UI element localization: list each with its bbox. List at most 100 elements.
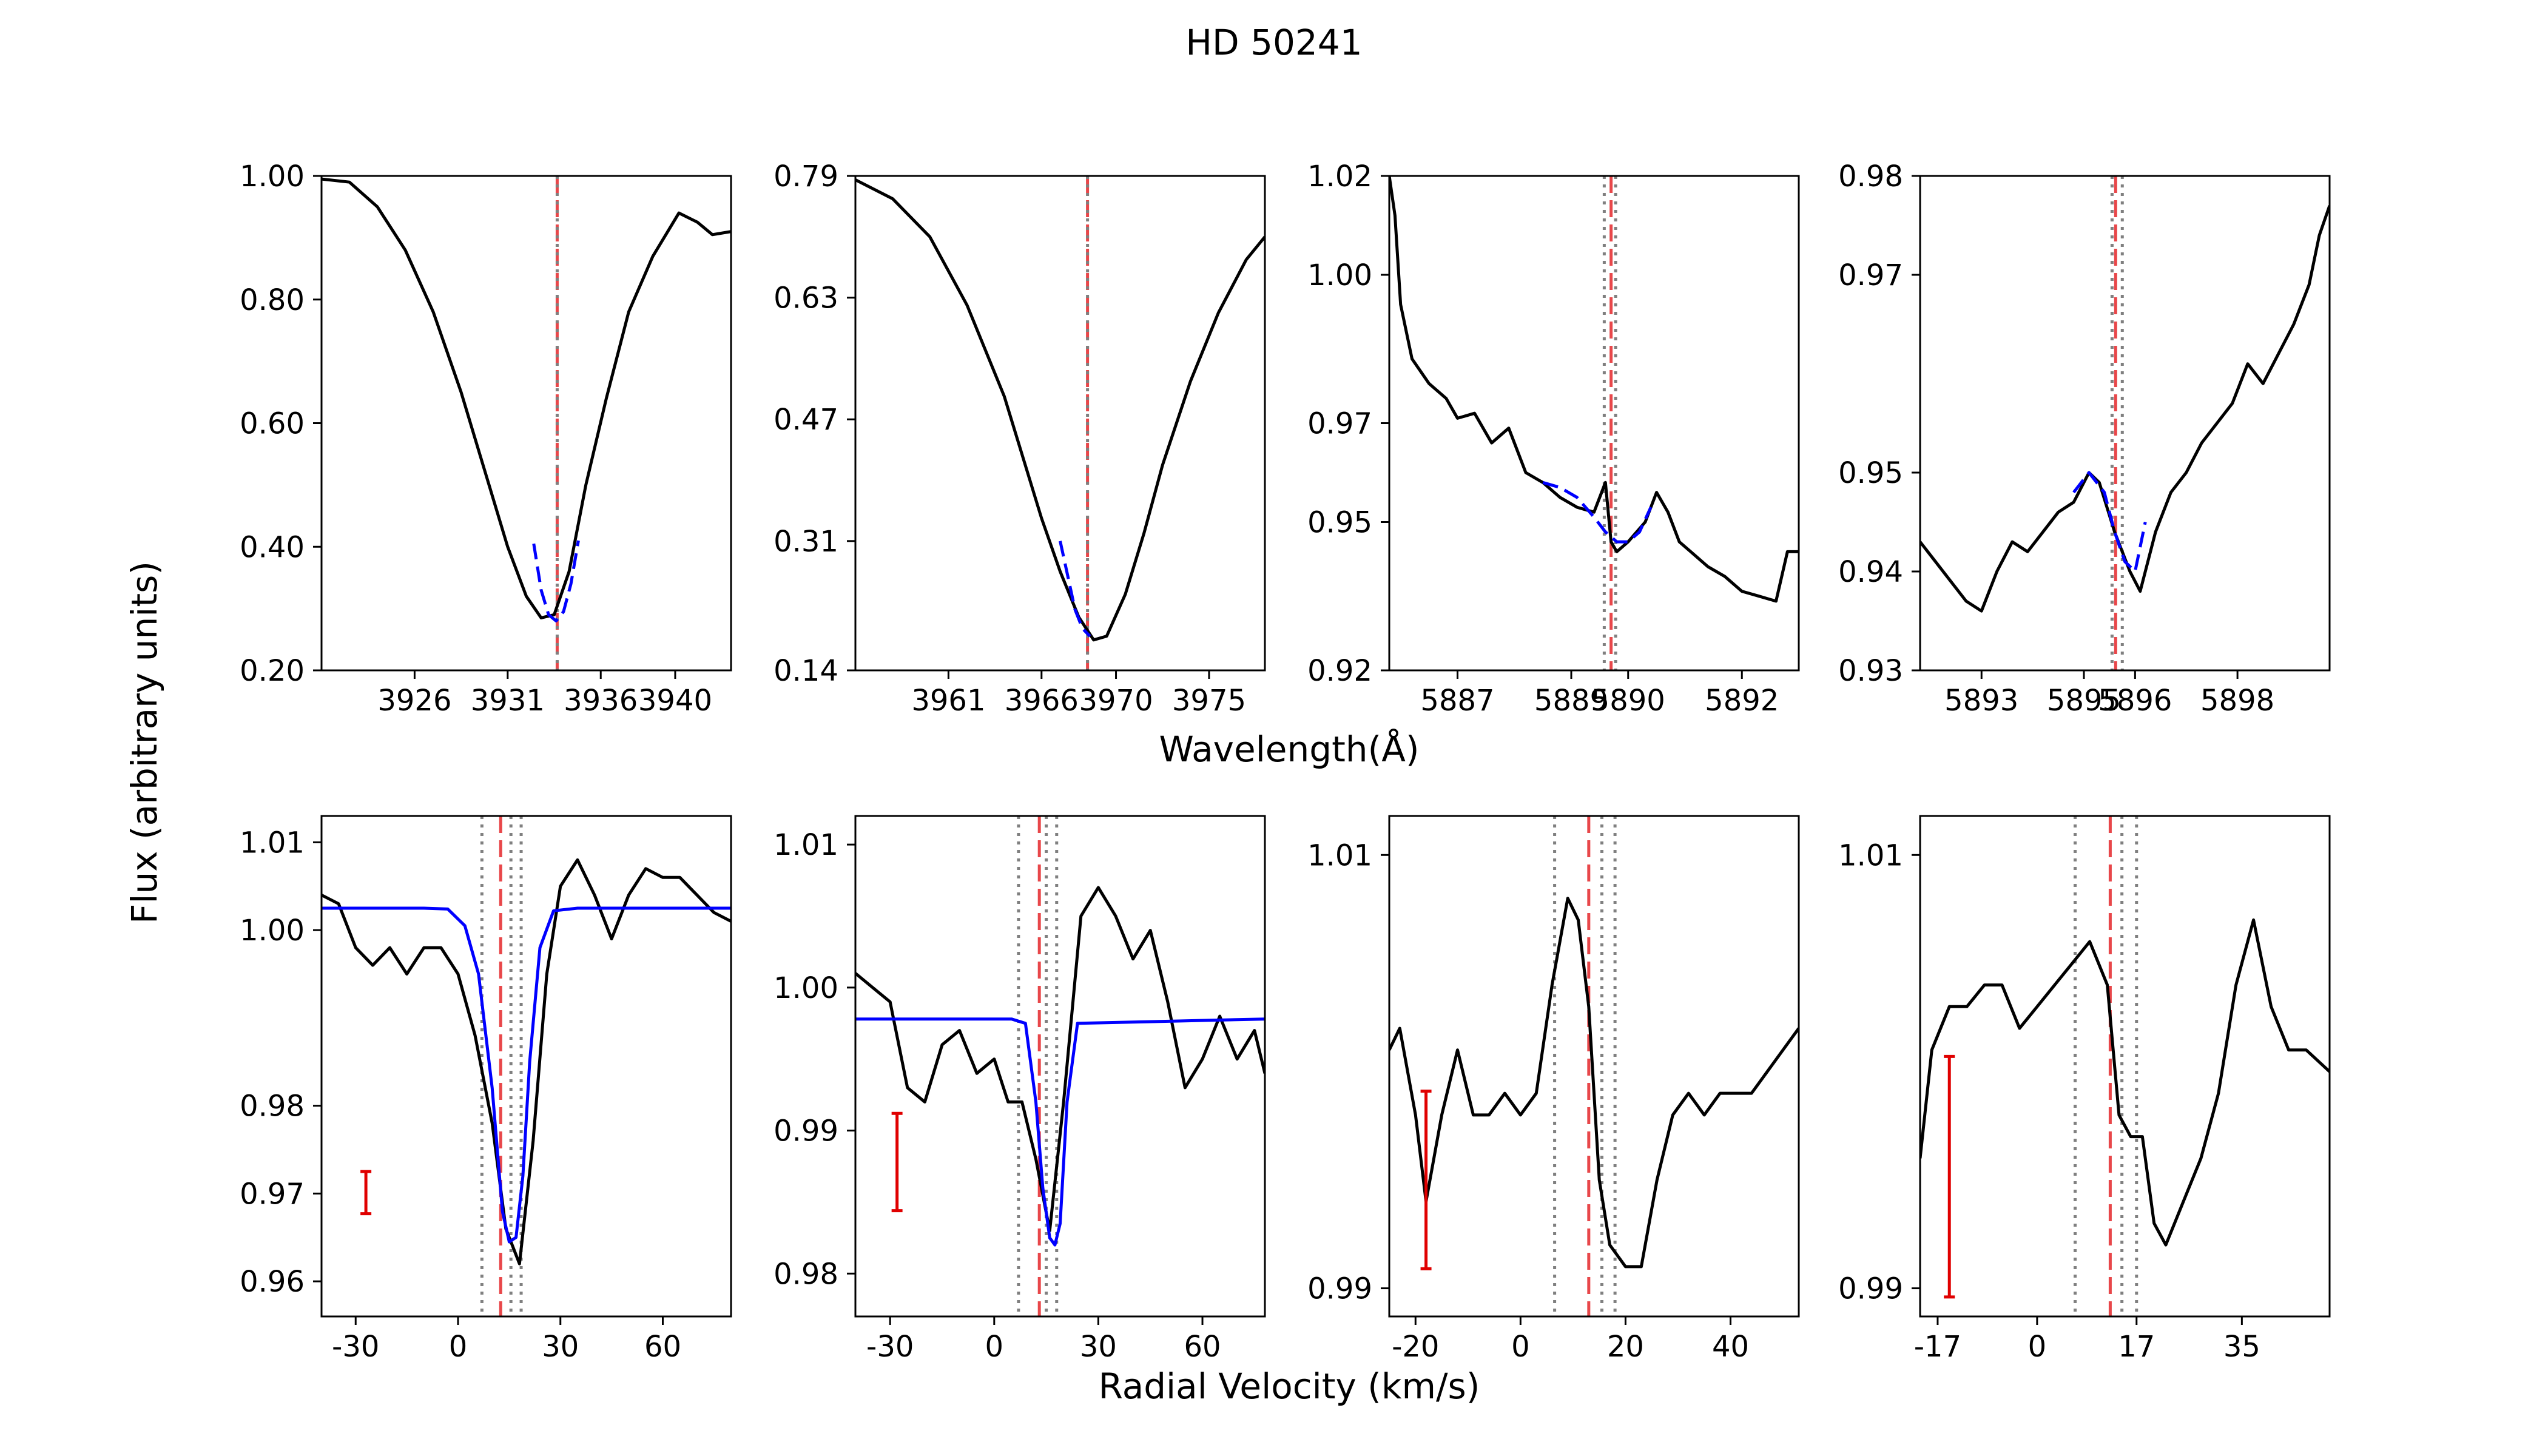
- panel-8: -17 0 17 35 0.99 1.01: [1838, 815, 2331, 1364]
- panel-1-xtick-label-2: 3931: [471, 684, 545, 718]
- panel-2-xtick-label-3: 3970: [1079, 684, 1153, 718]
- panel-3-ytick-label-4: 1.00: [1307, 258, 1372, 292]
- panel-8-frame: [1919, 815, 2331, 1318]
- panel-3-xtick-label-1: 5887: [1420, 684, 1494, 718]
- panel-4-series-spectrum: [1920, 205, 2330, 613]
- panel-6-xtick-label-4: 60: [1184, 1330, 1221, 1364]
- panel-4-xtick-label-4: 5898: [2200, 684, 2274, 718]
- panel-5-ytick-label-1: 0.96: [240, 1265, 305, 1299]
- panel-2-xtick-label-1: 3961: [911, 684, 985, 718]
- panel-5: -30 0 30 60 0.96 0.97 0.98 1.00 1.01: [240, 815, 732, 1364]
- panel-5-xtick-label-1: -30: [332, 1330, 379, 1364]
- panel-7-plot-area: [1389, 816, 1799, 1316]
- panel-5-xtick-label-2: 0: [449, 1330, 468, 1364]
- panel-2-frame: [854, 175, 1266, 672]
- panel-5-series-fit: [322, 906, 731, 1244]
- panel-4-ytick-label-4: 0.97: [1838, 258, 1903, 292]
- panel-1-series-fit: [532, 540, 580, 622]
- panel-5-plot-area: [322, 816, 731, 1316]
- panel-2: 3961 3966 3970 3975 0.14 0.31 0.47 0.63 0.79: [774, 160, 1266, 718]
- panel-2-ytick-label-1: 0.14: [774, 654, 838, 688]
- panel-5-series-spectrum: [322, 858, 731, 1266]
- panel-3-series-fit: [1542, 480, 1653, 544]
- panel-6-series-fit: [855, 1017, 1265, 1247]
- panel-4-series-fit: [2072, 471, 2147, 573]
- panel-6-series-spectrum: [855, 886, 1265, 1233]
- panel-2-ytick-label-5: 0.79: [774, 160, 838, 194]
- panel-7-frame: [1388, 815, 1800, 1318]
- panel-6-xtick-label-1: -30: [866, 1330, 914, 1364]
- panel-7: -20 0 20 40 0.99 1.01: [1307, 815, 1800, 1364]
- panel-1-xtick-label-3: 3936: [564, 684, 638, 718]
- panel-7-ytick-label-1: 0.99: [1307, 1272, 1372, 1306]
- panel-2-xtick-label-4: 3975: [1172, 684, 1246, 718]
- y-axis-label: Flux (arbitrary units): [124, 561, 165, 924]
- panel-3-xtick-label-2: 5889: [1534, 684, 1608, 718]
- panel-7-xtick-label-3: 20: [1607, 1330, 1644, 1364]
- panel-2-ytick-label-2: 0.31: [774, 525, 838, 559]
- panel-6-ytick-label-1: 0.98: [774, 1257, 838, 1291]
- panel-6-ytick-label-2: 0.99: [774, 1114, 838, 1148]
- panel-5-frame: [320, 815, 732, 1318]
- panel-7-ytick-label-2: 1.01: [1307, 838, 1372, 872]
- panel-8-xtick-label-1: -17: [1914, 1330, 1961, 1364]
- panel-8-xtick-label-3: 17: [2118, 1330, 2155, 1364]
- panel-3-xtick-label-3: 5890: [1591, 684, 1665, 718]
- panel-4-frame: [1919, 175, 2331, 672]
- panel-3-plot-area: [1389, 176, 1799, 670]
- panel-1-ytick-label-1: 0.20: [240, 654, 305, 688]
- panel-1-ytick-label-4: 0.80: [240, 283, 305, 317]
- panel-7-errorbar: [1420, 1090, 1432, 1270]
- panel-4-xtick-label-3: 5896: [2098, 684, 2172, 718]
- panel-7-xtick-label-1: -20: [1392, 1330, 1439, 1364]
- panel-8-errorbar: [1944, 1054, 1955, 1299]
- panel-1-series-spectrum: [322, 177, 731, 619]
- panel-6-errorbar: [891, 1111, 903, 1213]
- panel-5-ytick-label-5: 1.01: [240, 826, 305, 860]
- panel-8-plot-area: [1920, 816, 2330, 1316]
- panel-3-series-spectrum: [1389, 176, 1799, 603]
- panel-8-ytick-label-2: 1.01: [1838, 838, 1903, 872]
- panel-1-ytick-label-3: 0.60: [240, 407, 305, 441]
- panel-3-ytick-label-3: 0.97: [1307, 407, 1372, 441]
- panel-1-ytick-label-2: 0.40: [240, 530, 305, 564]
- panel-3-xtick-label-4: 5892: [1705, 684, 1779, 718]
- panel-6-frame: [854, 815, 1266, 1318]
- panel-4-ytick-label-1: 0.93: [1838, 654, 1903, 688]
- panel-4-ytick-label-2: 0.94: [1838, 555, 1903, 589]
- panel-4-ytick-label-3: 0.95: [1838, 456, 1903, 490]
- panel-5-xtick-label-4: 60: [644, 1330, 681, 1364]
- panel-5-ytick-label-2: 0.97: [240, 1177, 305, 1211]
- panels-group: 3926 3931 3936 3940 0.20 0.40 0.60 0.80 1.00 3961…: [240, 160, 2331, 1364]
- panel-8-series-spectrum: [1920, 918, 2330, 1247]
- bottom-x-axis-label: Radial Velocity (km/s): [1099, 1366, 1480, 1407]
- panel-5-xtick-label-3: 30: [542, 1330, 579, 1364]
- panel-6-xtick-label-3: 30: [1080, 1330, 1117, 1364]
- panel-2-series-fit: [1059, 541, 1091, 638]
- panel-3-ytick-label-1: 0.92: [1307, 654, 1372, 688]
- panel-3-ytick-label-5: 1.02: [1307, 160, 1372, 194]
- panel-5-errorbar: [360, 1170, 372, 1216]
- panel-6: -30 0 30 60 0.98 0.99 1.00 1.01: [774, 815, 1266, 1364]
- panel-6-ytick-label-4: 1.01: [774, 828, 838, 862]
- top-x-axis-label: Wavelength(Å): [1159, 728, 1420, 770]
- panel-3-ytick-label-2: 0.95: [1307, 506, 1372, 540]
- panel-1-xtick-label-1: 3926: [377, 684, 451, 718]
- panel-2-ytick-label-3: 0.47: [774, 403, 838, 437]
- panel-2-plot-area: [855, 176, 1265, 670]
- panel-8-xtick-label-4: 35: [2223, 1330, 2260, 1364]
- panel-7-xtick-label-2: 0: [1511, 1330, 1530, 1364]
- panel-1: 3926 3931 3936 3940 0.20 0.40 0.60 0.80 1.00: [240, 160, 732, 718]
- panel-7-xtick-label-4: 40: [1712, 1330, 1749, 1364]
- panel-5-ytick-label-3: 0.98: [240, 1090, 305, 1124]
- panel-2-series-spectrum: [855, 178, 1265, 642]
- figure-title: HD 50241: [1185, 22, 1362, 63]
- panel-4-xtick-label-1: 5893: [1944, 684, 2018, 718]
- panel-1-ytick-label-5: 1.00: [240, 160, 305, 194]
- panel-4-ytick-label-5: 0.98: [1838, 160, 1903, 194]
- panel-6-xtick-label-2: 0: [985, 1330, 1004, 1364]
- panel-6-plot-area: [855, 816, 1265, 1316]
